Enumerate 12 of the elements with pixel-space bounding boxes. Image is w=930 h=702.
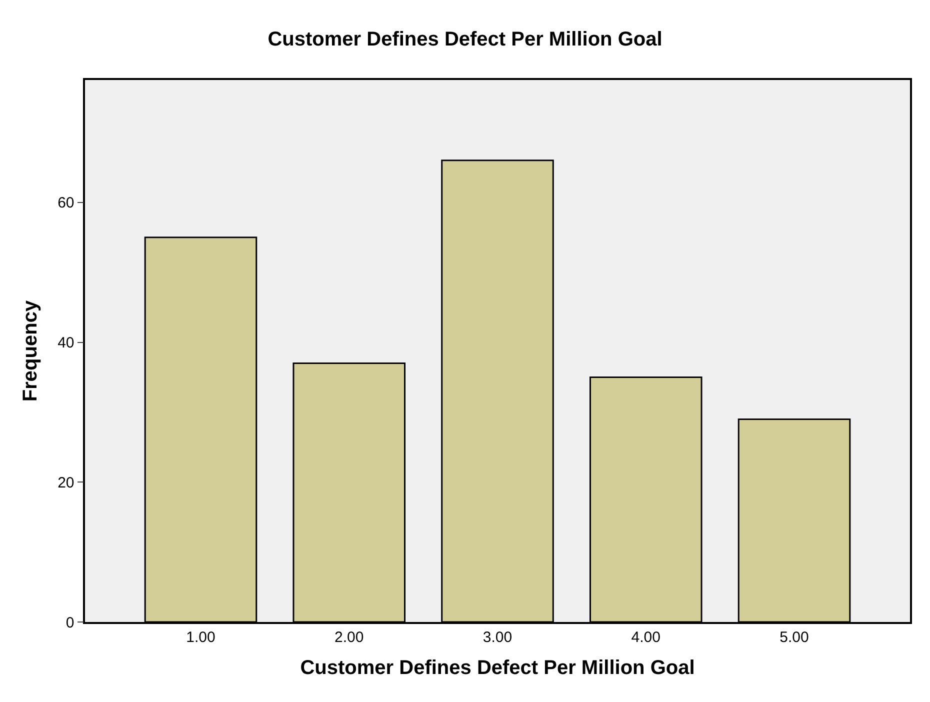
chart-title: Customer Defines Defect Per Million Goal xyxy=(268,28,662,51)
x-tick-label: 1.00 xyxy=(186,628,216,646)
y-tick-label: 40 xyxy=(58,334,74,352)
y-tick-label: 60 xyxy=(58,194,74,212)
x-tick-label: 3.00 xyxy=(482,628,512,646)
y-tick-label: 0 xyxy=(66,614,74,632)
y-axis-title: Frequency xyxy=(20,300,42,402)
x-tick-label: 2.00 xyxy=(334,628,364,646)
y-tick-label: 20 xyxy=(58,474,74,492)
x-tick-label: 5.00 xyxy=(780,628,809,646)
x-tick-label: 4.00 xyxy=(631,628,660,646)
x-axis-title: Customer Defines Defect Per Million Goal xyxy=(300,656,695,679)
